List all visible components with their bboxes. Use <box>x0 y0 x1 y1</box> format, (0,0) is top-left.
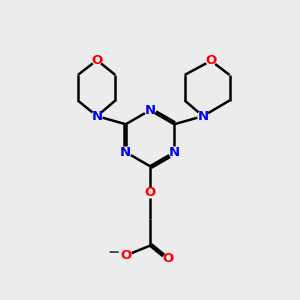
Text: N: N <box>197 110 208 123</box>
Text: N: N <box>120 146 131 159</box>
Text: N: N <box>92 110 103 123</box>
Text: N: N <box>169 146 180 159</box>
Text: O: O <box>205 54 217 67</box>
Text: O: O <box>92 54 103 67</box>
Text: O: O <box>144 186 156 199</box>
Text: O: O <box>162 252 173 265</box>
Text: N: N <box>144 104 156 117</box>
Text: O: O <box>121 249 132 262</box>
Text: −: − <box>107 245 119 260</box>
